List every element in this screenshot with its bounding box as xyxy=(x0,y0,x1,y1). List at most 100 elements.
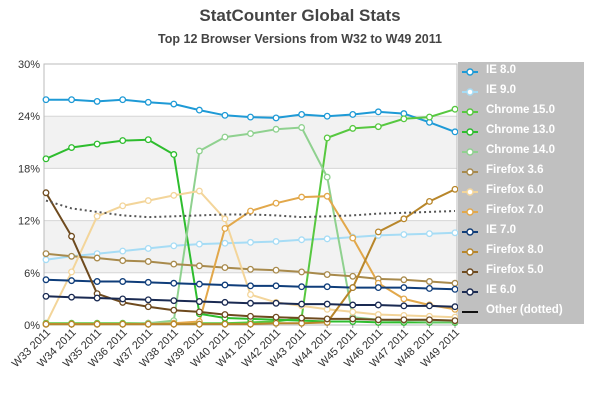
legend-label: IE 7.0 xyxy=(486,224,517,236)
data-point-firefox-5-0 xyxy=(272,313,280,321)
data-point-ie-9-0 xyxy=(298,236,306,244)
data-point-chrome-13-0 xyxy=(119,137,127,145)
y-tick-label: 0% xyxy=(24,320,40,332)
data-point-ie-9-0 xyxy=(425,230,433,238)
legend-symbol xyxy=(462,148,478,156)
data-point-ie-6-0 xyxy=(42,292,50,300)
data-point-firefox-3-6 xyxy=(144,258,152,265)
data-point-ie-7-0 xyxy=(272,282,280,290)
data-point-ie-9-0 xyxy=(42,256,50,264)
data-point-ie-7-0 xyxy=(247,282,254,290)
data-point-ie-7-0 xyxy=(68,277,76,285)
data-point-firefox-3-6 xyxy=(68,252,76,260)
data-point-firefox-8-0 xyxy=(119,320,127,328)
data-point-ie-8-0 xyxy=(119,96,127,104)
data-point-firefox-3-6 xyxy=(119,257,127,265)
legend-item: Firefox 6.0 xyxy=(458,182,584,202)
series-line-other-dotted xyxy=(45,199,456,219)
data-point-ie-7-0 xyxy=(170,279,178,287)
data-point-ie-6-0 xyxy=(170,297,178,305)
data-point-ie-8-0 xyxy=(144,98,152,106)
data-point-firefox-5-0 xyxy=(374,316,382,324)
y-tick-label: 12% xyxy=(18,216,40,228)
data-point-ie-8-0 xyxy=(374,108,382,116)
y-tick-label: 6% xyxy=(24,268,40,280)
grid-band xyxy=(44,220,457,273)
legend-item: Firefox 5.0 xyxy=(458,262,584,282)
data-point-chrome-13-0 xyxy=(42,155,50,163)
data-point-firefox-3-6 xyxy=(451,279,459,287)
data-point-firefox-8-0 xyxy=(349,284,357,292)
legend-item: Firefox 3.6 xyxy=(458,162,584,182)
data-point-chrome-15-0 xyxy=(451,105,459,113)
legend-label: Chrome 15.0 xyxy=(486,104,556,116)
legend-item: IE 8.0 xyxy=(458,62,584,82)
data-point-firefox-6-0 xyxy=(119,202,127,210)
data-point-firefox-3-6 xyxy=(272,266,280,274)
data-point-firefox-3-6 xyxy=(247,265,254,273)
data-point-firefox-3-6 xyxy=(221,264,229,272)
legend-symbol xyxy=(462,228,478,236)
data-point-ie-8-0 xyxy=(221,111,229,119)
data-point-ie-9-0 xyxy=(400,231,408,238)
data-point-firefox-5-0 xyxy=(221,311,229,319)
data-point-ie-7-0 xyxy=(323,283,331,291)
data-point-ie-9-0 xyxy=(170,242,178,250)
data-point-ie-8-0 xyxy=(93,97,101,105)
data-point-chrome-13-0 xyxy=(93,140,101,148)
data-point-firefox-6-0 xyxy=(247,291,254,298)
data-point-firefox-3-6 xyxy=(400,276,408,284)
legend-item: Chrome 15.0 xyxy=(458,102,584,122)
legend-item: Chrome 13.0 xyxy=(458,122,584,142)
data-point-ie-7-0 xyxy=(42,276,50,284)
legend: IE 8.0 IE 9.0 Chrome 15.0 Chrome 13.0 Chrome… xyxy=(458,62,584,324)
data-point-firefox-8-0 xyxy=(42,320,50,328)
data-point-chrome-15-0 xyxy=(349,124,357,132)
data-point-ie-7-0 xyxy=(119,278,127,285)
data-point-ie-6-0 xyxy=(323,300,331,308)
data-point-firefox-8-0 xyxy=(195,320,203,328)
data-point-firefox-7-0 xyxy=(400,295,408,303)
data-point-chrome-15-0 xyxy=(400,115,408,123)
data-point-firefox-6-0 xyxy=(349,308,357,316)
data-point-ie-7-0 xyxy=(400,284,408,292)
legend-symbol xyxy=(462,288,478,296)
data-point-ie-9-0 xyxy=(144,244,152,252)
data-point-firefox-3-6 xyxy=(425,278,433,285)
data-point-ie-7-0 xyxy=(221,281,229,289)
data-point-ie-8-0 xyxy=(323,112,331,120)
data-point-firefox-6-0 xyxy=(68,268,76,276)
data-point-chrome-14-0 xyxy=(298,124,306,131)
data-point-ie-6-0 xyxy=(400,302,408,310)
data-point-firefox-8-0 xyxy=(170,320,178,328)
data-point-chrome-15-0 xyxy=(374,123,382,131)
data-point-ie-6-0 xyxy=(374,301,382,309)
data-point-ie-7-0 xyxy=(195,280,203,288)
data-point-firefox-5-0 xyxy=(195,308,203,316)
data-point-firefox-6-0 xyxy=(144,197,152,205)
legend-symbol xyxy=(462,311,478,313)
legend-symbol xyxy=(462,68,478,76)
legend-symbol xyxy=(462,168,478,176)
data-point-chrome-14-0 xyxy=(221,133,229,141)
data-point-ie-8-0 xyxy=(42,96,50,104)
data-point-ie-6-0 xyxy=(68,293,76,301)
data-point-chrome-13-0 xyxy=(170,151,178,158)
legend-symbol xyxy=(462,268,478,276)
data-point-firefox-3-6 xyxy=(298,268,306,276)
legend-symbol xyxy=(462,248,478,256)
data-point-firefox-6-0 xyxy=(93,212,101,220)
data-point-ie-6-0 xyxy=(119,295,127,303)
legend-item: Firefox 8.0 xyxy=(458,242,584,262)
data-point-chrome-13-0 xyxy=(68,144,76,151)
data-point-firefox-8-0 xyxy=(93,320,101,328)
data-point-firefox-8-0 xyxy=(451,185,459,193)
data-point-ie-9-0 xyxy=(119,247,127,255)
data-point-firefox-7-0 xyxy=(323,192,331,200)
data-point-firefox-5-0 xyxy=(451,317,459,325)
data-point-ie-8-0 xyxy=(451,128,459,136)
data-point-firefox-3-6 xyxy=(323,271,331,278)
data-point-firefox-3-6 xyxy=(93,254,101,262)
data-point-ie-8-0 xyxy=(170,100,178,108)
data-point-firefox-3-6 xyxy=(195,262,203,270)
